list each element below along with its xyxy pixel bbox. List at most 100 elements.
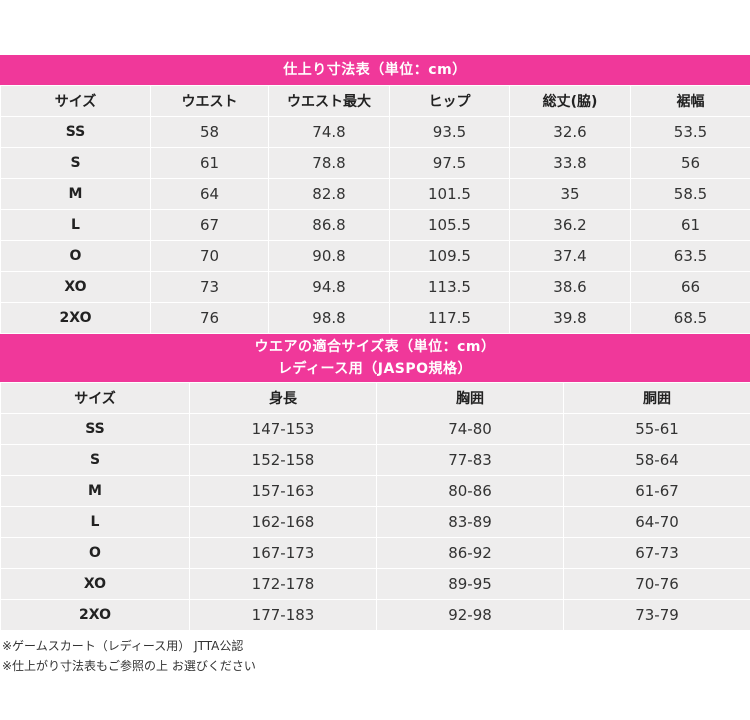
value-cell: 70 <box>150 240 269 272</box>
value-cell: 66 <box>630 271 750 303</box>
value-cell: 74-80 <box>376 413 564 445</box>
table-row: M 157-163 80-86 61-67 <box>0 475 750 507</box>
table-row: S 152-158 77-83 58-64 <box>0 444 750 476</box>
size-cell: M <box>0 475 190 507</box>
size-cell: XO <box>0 568 190 600</box>
value-cell: 78.8 <box>268 147 390 179</box>
value-cell: 58-64 <box>563 444 750 476</box>
value-cell: 74.8 <box>268 116 390 148</box>
value-cell: 93.5 <box>389 116 510 148</box>
value-cell: 64-70 <box>563 506 750 538</box>
value-cell: 61-67 <box>563 475 750 507</box>
value-cell: 67-73 <box>563 537 750 569</box>
header-cell: 胴囲 <box>563 382 750 414</box>
value-cell: 157-163 <box>189 475 377 507</box>
value-cell: 172-178 <box>189 568 377 600</box>
fit-size-table: サイズ 身長 胸囲 胴囲 SS 147-153 74-80 55-61 S 152-158… <box>0 382 750 631</box>
table-row: SS 58 74.8 93.5 32.6 53.5 <box>0 116 750 148</box>
header-cell: サイズ <box>0 382 190 414</box>
size-cell: O <box>0 240 151 272</box>
size-cell: L <box>0 506 190 538</box>
fit-size-title-line2: レディース用（JASPO規格） <box>277 361 473 377</box>
header-cell: ウエスト <box>150 85 269 117</box>
header-cell: 身長 <box>189 382 377 414</box>
value-cell: 80-86 <box>376 475 564 507</box>
table-row: O 167-173 86-92 67-73 <box>0 537 750 569</box>
finished-size-table: サイズ ウエスト ウエスト最大 ヒップ 総丈(脇) 裾幅 SS 58 74.8 93.… <box>0 85 750 334</box>
value-cell: 32.6 <box>509 116 631 148</box>
fit-size-title: ウエアの適合サイズ表（単位：cm） レディース用（JASPO規格） <box>0 334 750 382</box>
value-cell: 83-89 <box>376 506 564 538</box>
value-cell: 109.5 <box>389 240 510 272</box>
value-cell: 53.5 <box>630 116 750 148</box>
value-cell: 97.5 <box>389 147 510 179</box>
value-cell: 86-92 <box>376 537 564 569</box>
value-cell: 98.8 <box>268 302 390 334</box>
value-cell: 58 <box>150 116 269 148</box>
value-cell: 94.8 <box>268 271 390 303</box>
table-row: XO 73 94.8 113.5 38.6 66 <box>0 271 750 303</box>
value-cell: 67 <box>150 209 269 241</box>
size-charts: 仕上り寸法表（単位：cm） サイズ ウエスト ウエスト最大 ヒップ 総丈(脇) … <box>0 55 750 631</box>
table-row: O 70 90.8 109.5 37.4 63.5 <box>0 240 750 272</box>
table-row: L 162-168 83-89 64-70 <box>0 506 750 538</box>
header-cell: ヒップ <box>389 85 510 117</box>
value-cell: 58.5 <box>630 178 750 210</box>
value-cell: 77-83 <box>376 444 564 476</box>
value-cell: 68.5 <box>630 302 750 334</box>
value-cell: 33.8 <box>509 147 631 179</box>
value-cell: 177-183 <box>189 599 377 631</box>
value-cell: 61 <box>630 209 750 241</box>
value-cell: 76 <box>150 302 269 334</box>
value-cell: 38.6 <box>509 271 631 303</box>
size-cell: SS <box>0 116 151 148</box>
header-cell: 総丈(脇) <box>509 85 631 117</box>
value-cell: 39.8 <box>509 302 631 334</box>
size-cell: SS <box>0 413 190 445</box>
value-cell: 92-98 <box>376 599 564 631</box>
header-cell: 裾幅 <box>630 85 750 117</box>
value-cell: 73 <box>150 271 269 303</box>
header-cell: 胸囲 <box>376 382 564 414</box>
value-cell: 70-76 <box>563 568 750 600</box>
value-cell: 73-79 <box>563 599 750 631</box>
size-cell: S <box>0 444 190 476</box>
value-cell: 167-173 <box>189 537 377 569</box>
value-cell: 152-158 <box>189 444 377 476</box>
size-cell: O <box>0 537 190 569</box>
finished-size-title: 仕上り寸法表（単位：cm） <box>0 55 750 85</box>
table-row: XO 172-178 89-95 70-76 <box>0 568 750 600</box>
value-cell: 56 <box>630 147 750 179</box>
value-cell: 162-168 <box>189 506 377 538</box>
value-cell: 36.2 <box>509 209 631 241</box>
value-cell: 89-95 <box>376 568 564 600</box>
size-cell: S <box>0 147 151 179</box>
table-row: SS 147-153 74-80 55-61 <box>0 413 750 445</box>
size-cell: 2XO <box>0 302 151 334</box>
size-cell: M <box>0 178 151 210</box>
note-line: ※仕上がり寸法表もご参照の上 お選びください <box>2 659 256 673</box>
value-cell: 113.5 <box>389 271 510 303</box>
value-cell: 101.5 <box>389 178 510 210</box>
value-cell: 64 <box>150 178 269 210</box>
header-cell: ウエスト最大 <box>268 85 390 117</box>
header-cell: サイズ <box>0 85 151 117</box>
value-cell: 82.8 <box>268 178 390 210</box>
value-cell: 55-61 <box>563 413 750 445</box>
size-cell: XO <box>0 271 151 303</box>
fit-size-title-line1: ウエアの適合サイズ表（単位：cm） <box>254 339 496 355</box>
note-line: ※ゲームスカート（レディース用） JTTA公認 <box>2 639 244 653</box>
size-cell: 2XO <box>0 599 190 631</box>
value-cell: 61 <box>150 147 269 179</box>
value-cell: 117.5 <box>389 302 510 334</box>
table-row: M 64 82.8 101.5 35 58.5 <box>0 178 750 210</box>
value-cell: 147-153 <box>189 413 377 445</box>
value-cell: 37.4 <box>509 240 631 272</box>
table-row: S 61 78.8 97.5 33.8 56 <box>0 147 750 179</box>
value-cell: 90.8 <box>268 240 390 272</box>
value-cell: 105.5 <box>389 209 510 241</box>
notes: ※ゲームスカート（レディース用） JTTA公認 ※仕上がり寸法表もご参照の上 お… <box>2 636 256 676</box>
table-row: 2XO 76 98.8 117.5 39.8 68.5 <box>0 302 750 334</box>
table-row: L 67 86.8 105.5 36.2 61 <box>0 209 750 241</box>
size-cell: L <box>0 209 151 241</box>
